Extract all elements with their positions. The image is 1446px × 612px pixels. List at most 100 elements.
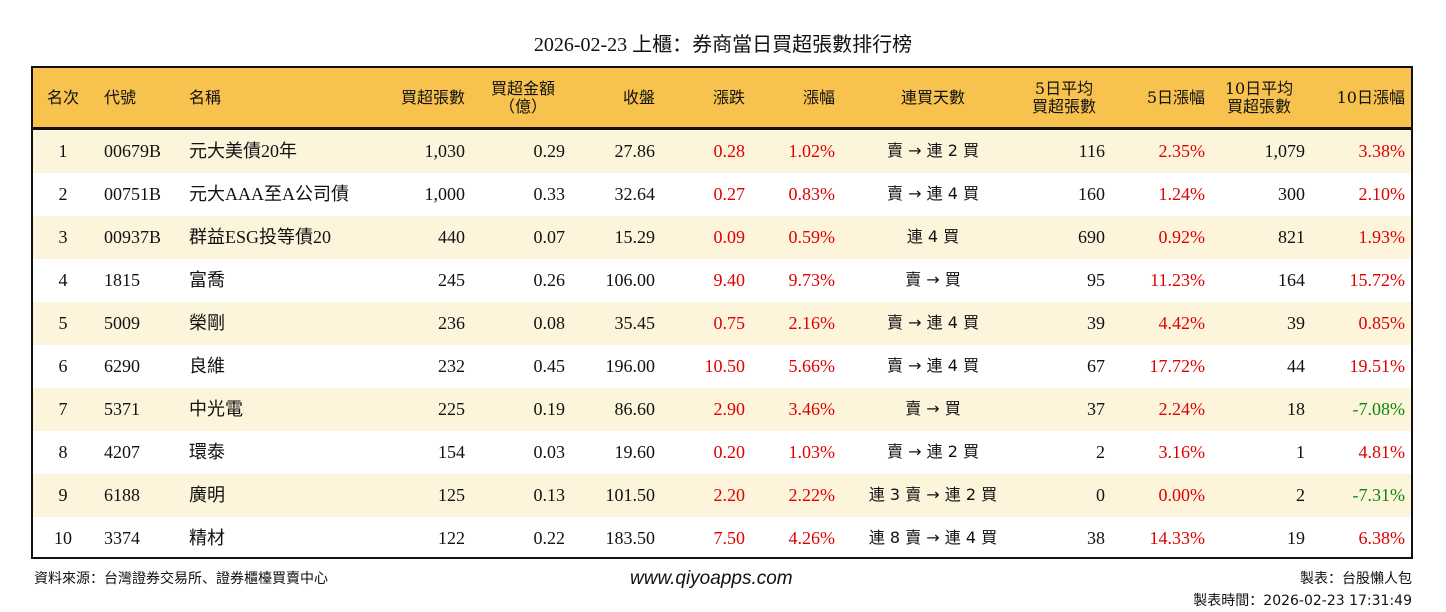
cell-net-buy-lots: 1,030 [424,141,466,161]
cell-change5-pct: 2.24% [1158,399,1206,419]
cell-net-buy-lots: 122 [438,528,465,548]
cell-rank: 1 [58,141,68,161]
cell-avg10-lots: 300 [1278,184,1305,204]
cell-code: 00751B [104,184,162,204]
cell-net-buy-amount: 0.07 [533,227,566,247]
table-row[interactable]: 1 00679B 元大美債20年 1,030 0.29 27.86 0.28 1.02% 賣 →… [33,130,1411,173]
cell-rank: 3 [58,227,68,247]
cell-net-buy-amount: 0.13 [533,485,566,505]
table-row[interactable]: 4 1815 富喬 245 0.26 106.00 9.40 9.73% 賣 → 買 95 11.2… [33,259,1411,302]
cell-code: 4207 [104,442,140,462]
table-row[interactable]: 9 6188 廣明 125 0.13 101.50 2.20 2.22% 連 3 賣 → 連 2… [33,474,1411,517]
cell-change10-pct: 15.72% [1349,270,1406,290]
cell-change5-pct: 1.24% [1158,184,1206,204]
cell-change10-pct: -7.31% [1352,485,1406,505]
cell-name: 中光電 [189,399,243,419]
cell-code: 6188 [104,485,140,505]
header-net-buy-amount[interactable]: 買超金額 （億） [490,79,555,116]
table-row[interactable]: 8 4207 環泰 154 0.03 19.60 0.20 1.03% 賣 → 連 2 買 2 3.… [33,431,1411,474]
cell-change: 0.27 [713,184,746,204]
cell-change5-pct: 14.33% [1149,528,1206,548]
cell-change-pct: 0.59% [788,227,836,247]
generated-time: 製表時間：2026-02-23 17:31:49 [1193,593,1412,609]
header-code[interactable]: 代號 [104,88,137,107]
cell-close: 106.00 [605,270,656,290]
cell-change: 0.75 [713,313,746,333]
table-row[interactable]: 10 3374 精材 122 0.22 183.50 7.50 4.26% 連 8 賣 → 連 … [33,517,1411,560]
cell-change: 9.40 [713,270,746,290]
table-row[interactable]: 6 6290 良維 232 0.45 196.00 10.50 5.66% 賣 → 連 4 買 6… [33,345,1411,388]
header-rank[interactable]: 名次 [46,88,79,107]
cell-close: 35.45 [614,313,656,333]
cell-change-pct: 3.46% [788,399,836,419]
cell-change-pct: 1.03% [788,442,836,462]
cell-close: 32.64 [614,184,656,204]
cell-change-pct: 1.02% [788,141,836,161]
cell-change10-pct: 1.93% [1358,227,1406,247]
cell-name: 精材 [189,528,225,548]
table-row[interactable]: 3 00937B 群益ESG投等債20 440 0.07 15.29 0.09 0.59% 連 … [33,216,1411,259]
website-link[interactable]: www.qiyoapps.com [630,568,793,589]
table-row[interactable]: 2 00751B 元大AAA至A公司債 1,000 0.33 32.64 0.27 0.83%… [33,173,1411,216]
cell-consecutive-days: 賣 → 買 [905,399,961,418]
table-row[interactable]: 5 5009 榮剛 236 0.08 35.45 0.75 2.16% 賣 → 連 4 買 39 4… [33,302,1411,345]
header-change-pct[interactable]: 漲幅 [802,88,835,107]
cell-name: 富喬 [189,270,225,290]
header-avg5-lots[interactable]: 5日平均 買超張數 [1031,79,1096,116]
header-consecutive-days[interactable]: 連買天數 [900,88,965,107]
cell-net-buy-lots: 1,000 [424,184,466,204]
cell-change-pct: 9.73% [788,270,836,290]
cell-consecutive-days: 賣 → 連 4 買 [887,356,979,375]
cell-net-buy-lots: 154 [438,442,465,462]
cell-rank: 10 [54,528,72,548]
cell-change5-pct: 0.00% [1158,485,1206,505]
cell-avg10-lots: 2 [1296,485,1305,505]
cell-avg5-lots: 0 [1096,485,1105,505]
header-change5-pct[interactable]: 5日漲幅 [1146,88,1205,107]
cell-avg5-lots: 690 [1078,227,1105,247]
cell-avg10-lots: 39 [1287,313,1305,333]
cell-change-pct: 2.22% [788,485,836,505]
cell-change: 7.50 [713,528,746,548]
cell-rank: 9 [58,485,68,505]
cell-avg10-lots: 18 [1287,399,1305,419]
header-change[interactable]: 漲跌 [712,88,745,107]
header-close[interactable]: 收盤 [622,88,655,107]
cell-net-buy-lots: 440 [438,227,465,247]
cell-change10-pct: 2.10% [1358,184,1406,204]
header-net-buy-lots[interactable]: 買超張數 [400,88,465,107]
table-row[interactable]: 7 5371 中光電 225 0.19 86.60 2.90 3.46% 賣 → 買 37 2.24… [33,388,1411,431]
cell-change: 10.50 [704,356,746,376]
cell-net-buy-lots: 236 [438,313,465,333]
cell-name: 環泰 [189,442,225,462]
cell-name: 元大美債20年 [189,141,297,161]
cell-name: 榮剛 [189,313,225,333]
cell-change-pct: 2.16% [788,313,836,333]
cell-close: 15.29 [614,227,656,247]
cell-close: 101.50 [605,485,656,505]
cell-avg5-lots: 95 [1087,270,1105,290]
cell-net-buy-amount: 0.26 [533,270,566,290]
cell-rank: 2 [58,184,68,204]
author: 製表：台股懶人包 [1300,571,1412,587]
cell-net-buy-amount: 0.33 [533,184,566,204]
cell-change10-pct: 3.38% [1358,141,1406,161]
cell-avg5-lots: 37 [1087,399,1105,419]
cell-consecutive-days: 賣 → 連 2 買 [887,442,979,461]
cell-change-pct: 4.26% [788,528,836,548]
cell-rank: 4 [58,270,68,290]
cell-avg5-lots: 67 [1087,356,1105,376]
cell-net-buy-amount: 0.45 [533,356,566,376]
cell-name: 元大AAA至A公司債 [189,184,349,204]
cell-consecutive-days: 賣 → 買 [905,270,961,289]
cell-change10-pct: -7.08% [1352,399,1406,419]
cell-close: 196.00 [605,356,656,376]
header-name[interactable]: 名稱 [189,88,222,107]
cell-consecutive-days: 賣 → 連 4 買 [887,184,979,203]
cell-consecutive-days: 賣 → 連 4 買 [887,313,979,332]
cell-code: 00679B [104,141,162,161]
header-avg10-lots[interactable]: 10日平均 買超張數 [1224,79,1294,116]
cell-change5-pct: 2.35% [1158,141,1206,161]
cell-code: 5371 [104,399,140,419]
header-change10-pct[interactable]: 10日漲幅 [1336,88,1405,107]
